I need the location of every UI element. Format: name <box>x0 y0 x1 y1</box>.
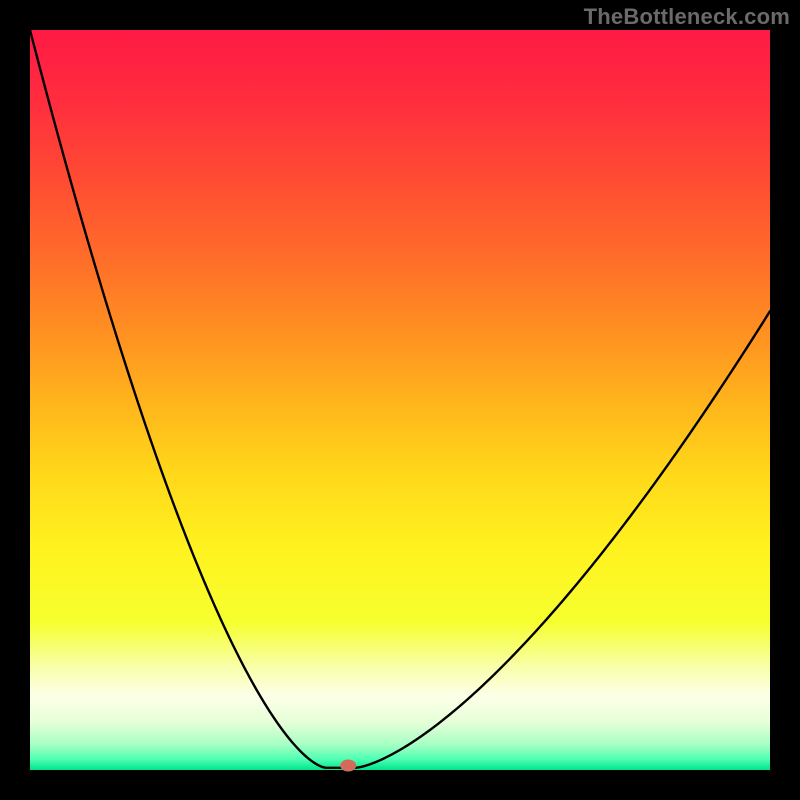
current-config-marker <box>340 760 356 772</box>
bottleneck-chart <box>0 0 800 800</box>
chart-container: TheBottleneck.com <box>0 0 800 800</box>
watermark-text: TheBottleneck.com <box>584 4 790 30</box>
plot-background <box>30 30 770 770</box>
